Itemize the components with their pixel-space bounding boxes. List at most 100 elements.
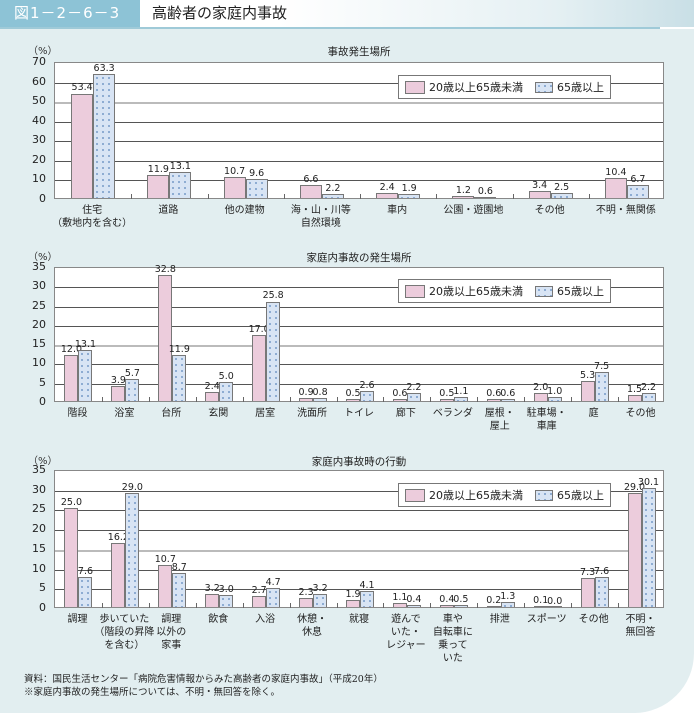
x-axis-label: 休憩・ 休息 bbox=[297, 614, 328, 638]
bar-65-plus bbox=[169, 172, 192, 198]
y-tick-label: 0 bbox=[39, 601, 46, 614]
bar-65-plus bbox=[172, 572, 187, 607]
figure-title: 高齢者の家庭内事故 bbox=[152, 4, 288, 22]
bar-65-plus bbox=[321, 193, 344, 198]
bar-65-plus bbox=[313, 397, 328, 401]
x-axis-label: 車や 自転車に 乗って いた bbox=[432, 614, 473, 664]
bar-20-64 bbox=[486, 606, 501, 607]
gridline bbox=[55, 121, 663, 123]
gridline bbox=[55, 549, 663, 552]
legend: 20歳以上65歳未満 65歳以上 bbox=[398, 75, 611, 99]
value-label: 0.4 bbox=[439, 594, 455, 606]
bar-20-64 bbox=[64, 354, 79, 401]
value-label: 5.7 bbox=[124, 368, 140, 379]
footnote: ※家庭内事故の発生場所については、不明・無回答を除く。 bbox=[24, 687, 281, 698]
x-axis-label: 道路 bbox=[158, 205, 179, 216]
y-tick-label: 0 bbox=[39, 395, 46, 408]
x-tick bbox=[195, 397, 197, 402]
y-axis-unit: （%） bbox=[28, 46, 58, 57]
bar-20-64 bbox=[528, 191, 551, 198]
value-label: 2.4 bbox=[379, 182, 395, 194]
x-axis-label: 歩いていた （階段の昇降 を含む） bbox=[94, 614, 155, 651]
bar-65-plus bbox=[453, 605, 468, 607]
value-label: 4.7 bbox=[265, 577, 281, 589]
bar-20-64 bbox=[252, 596, 267, 607]
x-axis-label: 庭 bbox=[588, 408, 599, 419]
x-axis-label: 屋根・ 屋上 bbox=[484, 408, 515, 432]
legend-label-65-plus: 65歳以上 bbox=[557, 489, 604, 502]
x-tick bbox=[588, 194, 590, 199]
bar-20-64 bbox=[299, 397, 314, 401]
value-label: 3.2 bbox=[204, 583, 220, 595]
y-tick-label: 20 bbox=[32, 317, 46, 331]
x-tick bbox=[571, 603, 573, 608]
x-tick bbox=[242, 397, 244, 402]
bar-65-plus bbox=[550, 193, 573, 198]
bar-65-plus bbox=[398, 194, 421, 198]
bar-20-64 bbox=[439, 399, 454, 401]
x-axis-label: ベランダ bbox=[432, 408, 473, 419]
x-axis-label: 階段 bbox=[67, 408, 88, 419]
legend-label-20-64: 20歳以上65歳未満 bbox=[429, 285, 523, 298]
bar-20-64 bbox=[533, 606, 548, 607]
y-tick-label: 40 bbox=[32, 113, 46, 127]
x-axis-label: 居室 bbox=[255, 408, 276, 419]
legend-item-20-64: 20歳以上65歳未満 bbox=[405, 487, 523, 503]
y-tick-label: 15 bbox=[32, 541, 46, 555]
gridline bbox=[55, 510, 663, 512]
value-label: 3.2 bbox=[312, 583, 328, 595]
y-tick-label: 10 bbox=[32, 561, 46, 575]
x-axis-label: 洗面所 bbox=[297, 408, 328, 419]
x-axis-label: 調理 以外の 家事 bbox=[156, 614, 187, 651]
gridline bbox=[55, 345, 663, 348]
gridline bbox=[55, 530, 663, 532]
bar-65-plus bbox=[626, 184, 649, 198]
bar-20-64 bbox=[627, 492, 642, 607]
x-tick bbox=[148, 603, 150, 608]
gridline bbox=[55, 383, 663, 385]
x-tick bbox=[524, 603, 526, 608]
bar-20-64 bbox=[252, 335, 267, 401]
x-axis-label: トイレ bbox=[344, 408, 374, 419]
y-tick-label: 20 bbox=[32, 522, 46, 536]
x-axis-label: 調理 bbox=[67, 614, 88, 625]
bar-65-plus bbox=[594, 577, 609, 607]
bar-65-plus bbox=[641, 488, 656, 607]
bar-65-plus bbox=[500, 601, 515, 607]
gridline bbox=[55, 569, 663, 571]
bar-20-64 bbox=[346, 599, 360, 607]
plot-area: 25.0 7.6 16.2 29.0 10.7 8.7 3.2 3.0 2.7 4.7 2.3 3.2… bbox=[54, 470, 664, 608]
value-label: 3.4 bbox=[532, 180, 548, 192]
value-label: 8.7 bbox=[171, 561, 187, 573]
value-label: 13.1 bbox=[74, 339, 97, 351]
x-tick bbox=[383, 397, 385, 402]
legend-item-65-plus: 65歳以上 bbox=[535, 283, 604, 299]
value-label: 6.6 bbox=[303, 174, 319, 186]
y-tick-label: 60 bbox=[32, 74, 46, 88]
x-tick bbox=[195, 603, 197, 608]
value-label: 2.2 bbox=[325, 182, 341, 194]
bar-20-64 bbox=[439, 605, 454, 607]
value-label: 3.0 bbox=[218, 584, 234, 596]
bar-20-64 bbox=[580, 380, 595, 401]
value-label: 2.5 bbox=[554, 182, 570, 194]
x-tick bbox=[524, 397, 526, 402]
bar-65-plus bbox=[78, 577, 93, 607]
value-label: 10.7 bbox=[224, 166, 246, 178]
value-label: 0.6 bbox=[486, 387, 502, 399]
bar-65-plus bbox=[360, 590, 374, 607]
x-axis-label: 海・山・川等 自然環境 bbox=[290, 205, 351, 229]
x-tick bbox=[336, 397, 338, 402]
gridline bbox=[55, 287, 663, 289]
figure-notes: 資料：国民生活センター「病院危害情報からみた高齢者の家庭内事故」（平成20年） … bbox=[24, 673, 383, 699]
legend: 20歳以上65歳未満 65歳以上 bbox=[398, 279, 611, 303]
value-label: 0.6 bbox=[500, 387, 516, 399]
legend-label-65-plus: 65歳以上 bbox=[557, 285, 604, 298]
x-tick bbox=[512, 194, 514, 199]
legend-label-20-64: 20歳以上65歳未満 bbox=[429, 81, 523, 94]
bar-65-plus bbox=[219, 595, 234, 607]
value-label: 12.0 bbox=[60, 343, 83, 355]
bar-65-plus bbox=[547, 606, 562, 607]
x-tick bbox=[430, 603, 432, 608]
bar-20-64 bbox=[346, 399, 360, 401]
